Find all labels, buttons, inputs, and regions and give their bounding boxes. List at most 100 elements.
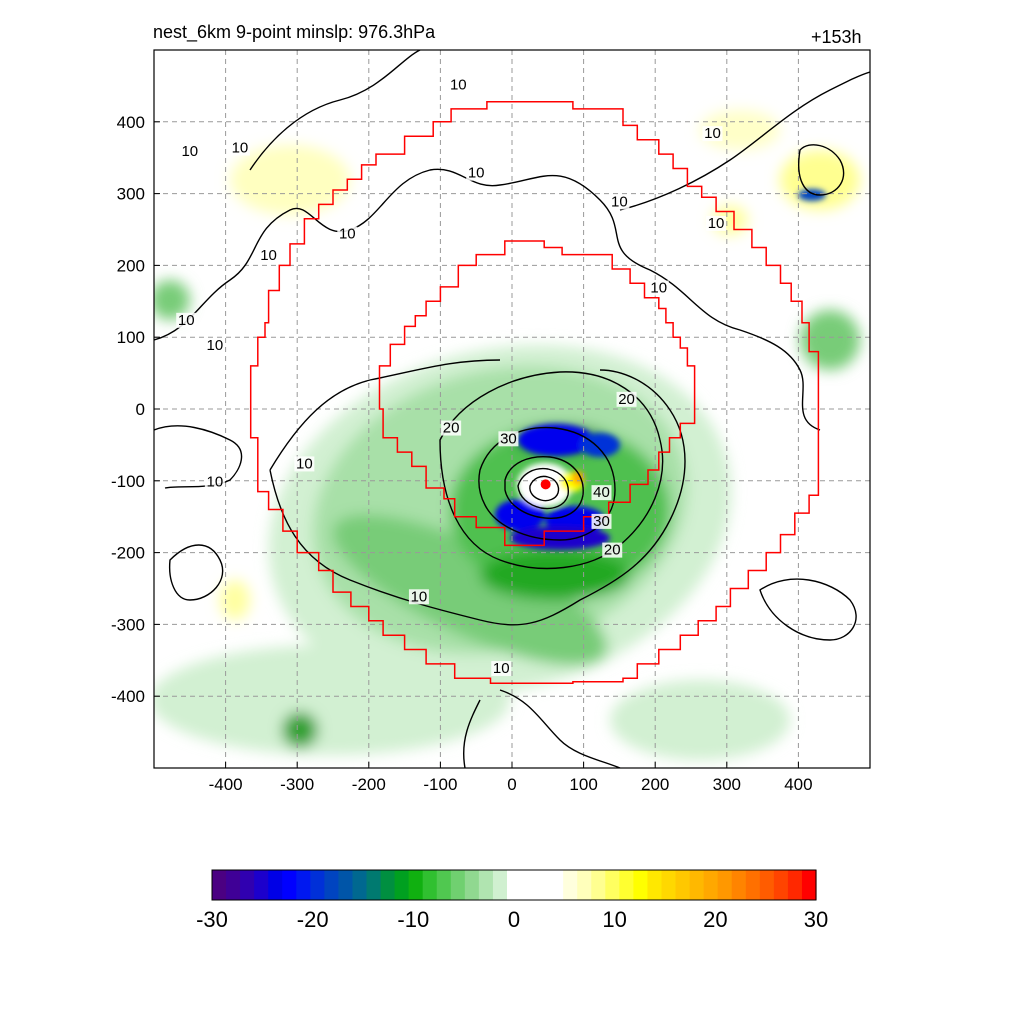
- contour-label: 20: [604, 542, 621, 559]
- x-tick-label: 400: [784, 775, 812, 794]
- contour-label: 20: [443, 420, 460, 437]
- colorbar-swatch: [801, 870, 817, 900]
- colorbar-swatch: [408, 870, 424, 900]
- contour-label: 10: [232, 140, 249, 157]
- y-tick-label: 200: [117, 256, 145, 275]
- contour-label-bg: [609, 194, 630, 210]
- contour-label-bg: [176, 312, 197, 328]
- colorbar-swatch: [492, 870, 508, 900]
- contour-label: 10: [468, 165, 485, 182]
- colorbar-swatch: [731, 870, 747, 900]
- colorbar-swatch: [577, 870, 592, 900]
- contour-label: 10: [708, 215, 725, 232]
- colorbar-swatch: [436, 870, 452, 900]
- colorbar-swatch: [633, 870, 649, 900]
- x-tick-label: -400: [209, 775, 243, 794]
- colorbar-swatch: [591, 870, 606, 900]
- x-tick-label: 0: [507, 775, 516, 794]
- colorbar-swatch: [745, 870, 761, 900]
- contour-label: 30: [500, 430, 517, 447]
- contour-label-bg: [702, 126, 723, 142]
- contour-10-southeast: [759, 578, 857, 641]
- y-tick-label: -100: [111, 472, 145, 491]
- contour-10-south: [269, 359, 686, 626]
- contour-label-bg: [591, 485, 612, 501]
- colorbar-swatch: [338, 870, 354, 900]
- contour-label-bg: [466, 165, 487, 181]
- y-tick-label: 300: [117, 185, 145, 204]
- contour-label: 10: [493, 660, 510, 677]
- x-tick-label: 300: [713, 775, 741, 794]
- contour-label: 20: [618, 391, 635, 408]
- contour-10-northeast: [619, 71, 870, 211]
- contour-10-east: [798, 144, 845, 196]
- contour-label: 10: [207, 337, 224, 354]
- contour-label: 10: [260, 247, 277, 264]
- forecast-hour-label: +153h: [811, 27, 862, 47]
- contour-label: 10: [411, 588, 428, 605]
- x-tick-label: 200: [641, 775, 669, 794]
- x-tick-label: -300: [280, 775, 314, 794]
- colorbar-swatch: [773, 870, 789, 900]
- contour-10-bottom: [463, 689, 621, 768]
- contour-label-bg: [648, 280, 669, 296]
- colorbar-swatch: [478, 870, 494, 900]
- colorbar: -30 -20 -10 0 10 20 30: [196, 869, 828, 932]
- contour-lines: [154, 50, 870, 768]
- contour-label-bg: [498, 431, 519, 447]
- contour-40: [504, 455, 584, 519]
- colorbar-tick-label: 10: [602, 907, 626, 932]
- colorbar-tick-label: 20: [703, 907, 727, 932]
- contour-10-west: [154, 425, 243, 489]
- contour-label-bg: [179, 144, 200, 160]
- colorbar-swatch: [661, 870, 677, 900]
- y-tick-label: -200: [111, 544, 145, 563]
- colorbar-swatch: [759, 870, 775, 900]
- y-tick-label: 100: [117, 328, 145, 347]
- contour-label-bg: [591, 513, 612, 529]
- contour-label-bg: [441, 420, 462, 436]
- colorbar-swatch: [619, 870, 634, 900]
- colorbar-swatch: [282, 870, 297, 900]
- contour-10-north: [154, 168, 821, 431]
- contour-label-bg: [408, 589, 429, 605]
- contour-label: 40: [593, 484, 610, 501]
- contour-label: 10: [339, 226, 356, 243]
- colorbar-swatch: [422, 870, 438, 900]
- colorbar-swatch: [549, 870, 564, 900]
- contour-label-bg: [204, 337, 225, 353]
- outer-nest-boundary: [249, 100, 820, 685]
- colorbar-tick-label: -10: [397, 907, 429, 932]
- colorbar-swatch: [450, 870, 466, 900]
- colorbar-swatch: [675, 870, 691, 900]
- y-tick-label: -300: [111, 615, 145, 634]
- contour-label-bg: [616, 391, 637, 407]
- contour-label: 10: [181, 143, 198, 160]
- colorbar-swatch: [212, 870, 227, 900]
- contour-label-bg: [229, 140, 250, 156]
- inner-nest-boundary: [378, 240, 696, 547]
- colorbar-tick-label: 30: [804, 907, 828, 932]
- colorbar-swatch: [506, 870, 522, 900]
- colorbar-swatch: [366, 870, 382, 900]
- colorbar-swatch: [703, 870, 719, 900]
- colorbar-tick-label: -30: [196, 907, 228, 932]
- contour-inner-1: [517, 467, 569, 510]
- colorbar-swatch: [352, 870, 368, 900]
- colorbar-swatch: [394, 870, 410, 900]
- chart-title: nest_6km 9-point minslp: 976.3hPa: [153, 22, 436, 42]
- contour-label-bg: [337, 226, 358, 242]
- contour-label-bg: [204, 474, 225, 490]
- colorbar-swatch: [296, 870, 311, 900]
- x-tick-label: -100: [423, 775, 457, 794]
- colorbar-swatch: [310, 870, 325, 900]
- colorbar-swatch: [563, 870, 578, 900]
- contour-10-northwest: [249, 50, 421, 171]
- colorbar-swatch: [605, 870, 620, 900]
- colorbar-swatch: [226, 870, 241, 900]
- colorbar-swatch: [787, 870, 803, 900]
- contour-label-bg: [294, 456, 315, 472]
- contour-label: 10: [207, 473, 224, 490]
- colorbar-swatch: [689, 870, 705, 900]
